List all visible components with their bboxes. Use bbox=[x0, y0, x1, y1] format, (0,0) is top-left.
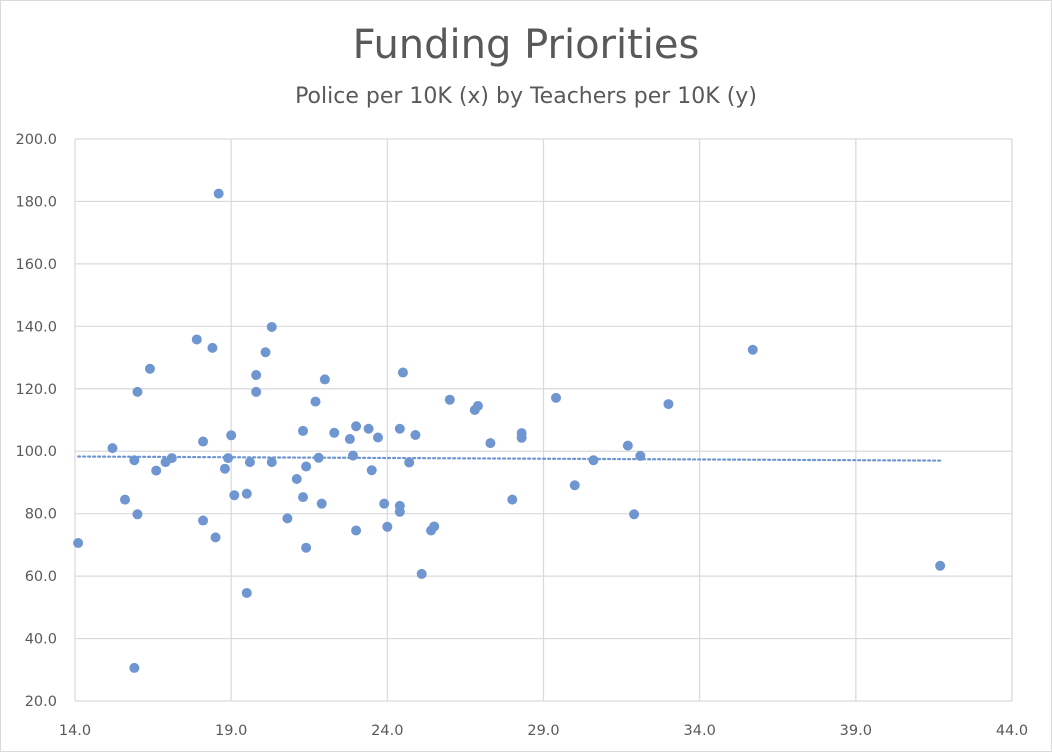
x-tick-label: 19.0 bbox=[215, 723, 247, 739]
chart-title: Funding Priorities bbox=[352, 22, 700, 68]
data-point bbox=[313, 452, 324, 463]
data-point bbox=[622, 440, 633, 451]
data-point bbox=[372, 432, 383, 443]
data-point bbox=[347, 450, 358, 461]
x-axis-tick-labels: 14.0 19.0 24.0 29.0 34.0 39.0 44.0 bbox=[59, 723, 1028, 739]
y-tick-label: 120.0 bbox=[15, 382, 57, 398]
data-point bbox=[266, 457, 277, 468]
data-point bbox=[382, 521, 393, 532]
data-point bbox=[404, 457, 415, 468]
data-point bbox=[747, 344, 758, 355]
x-tick-label: 14.0 bbox=[59, 723, 91, 739]
data-point bbox=[569, 480, 580, 491]
data-point bbox=[291, 474, 302, 485]
y-tick-label: 140.0 bbox=[15, 319, 57, 335]
data-point bbox=[516, 432, 527, 443]
data-point bbox=[363, 423, 374, 434]
x-tick-label: 24.0 bbox=[371, 723, 403, 739]
data-point bbox=[219, 463, 230, 474]
chart-subtitle: Police per 10K (x) by Teachers per 10K (… bbox=[295, 84, 757, 109]
data-point bbox=[410, 429, 421, 440]
data-point bbox=[213, 188, 224, 199]
data-point bbox=[416, 568, 427, 579]
x-tick-label: 29.0 bbox=[527, 723, 559, 739]
data-point bbox=[310, 396, 321, 407]
x-tick-label: 34.0 bbox=[684, 723, 716, 739]
data-point bbox=[351, 421, 362, 432]
data-point bbox=[132, 386, 143, 397]
data-point bbox=[319, 374, 330, 385]
data-point bbox=[550, 392, 561, 403]
data-point bbox=[129, 455, 140, 466]
data-point bbox=[244, 457, 255, 468]
data-point bbox=[635, 450, 646, 461]
data-point bbox=[588, 455, 599, 466]
y-tick-label: 180.0 bbox=[15, 194, 57, 210]
data-point bbox=[301, 461, 312, 472]
trendline bbox=[77, 455, 942, 462]
data-point bbox=[132, 509, 143, 520]
data-point bbox=[107, 443, 118, 454]
data-point bbox=[166, 453, 177, 464]
data-point bbox=[316, 498, 327, 509]
data-point bbox=[298, 425, 309, 436]
data-point bbox=[472, 400, 483, 411]
data-point bbox=[251, 386, 262, 397]
data-point bbox=[366, 465, 377, 476]
data-point bbox=[507, 494, 518, 505]
y-tick-label: 20.0 bbox=[25, 694, 57, 710]
gridlines bbox=[74, 138, 1013, 702]
y-tick-label: 40.0 bbox=[25, 632, 57, 648]
y-tick-label: 160.0 bbox=[15, 257, 57, 273]
data-point bbox=[394, 506, 405, 517]
trendline-line bbox=[77, 455, 942, 462]
data-point bbox=[119, 494, 130, 505]
data-point bbox=[266, 321, 277, 332]
x-tick-label: 44.0 bbox=[996, 723, 1028, 739]
y-axis-tick-labels: 20.0 40.0 60.0 80.0 100.0 120.0 140.0 160.0 180.… bbox=[15, 132, 57, 710]
data-point bbox=[251, 370, 262, 381]
x-tick-label: 39.0 bbox=[840, 723, 872, 739]
data-point bbox=[241, 587, 252, 598]
data-point bbox=[210, 532, 221, 543]
data-point bbox=[223, 453, 234, 464]
y-tick-label: 80.0 bbox=[25, 507, 57, 523]
data-point bbox=[241, 488, 252, 499]
data-point bbox=[198, 515, 209, 526]
data-point bbox=[298, 492, 309, 503]
data-point bbox=[351, 525, 362, 536]
data-points bbox=[73, 188, 946, 673]
data-point bbox=[394, 423, 405, 434]
y-tick-label: 100.0 bbox=[15, 444, 57, 460]
y-tick-label: 200.0 bbox=[15, 132, 57, 148]
data-point bbox=[144, 363, 155, 374]
data-point bbox=[207, 342, 218, 353]
data-point bbox=[129, 662, 140, 673]
data-point bbox=[73, 538, 84, 549]
data-point bbox=[282, 513, 293, 524]
data-point bbox=[379, 498, 390, 509]
data-point bbox=[485, 438, 496, 449]
data-point bbox=[229, 490, 240, 501]
data-point bbox=[151, 465, 162, 476]
data-point bbox=[397, 367, 408, 378]
data-point bbox=[444, 394, 455, 405]
data-point bbox=[429, 521, 440, 532]
data-point bbox=[329, 427, 340, 438]
y-tick-label: 60.0 bbox=[25, 569, 57, 585]
data-point bbox=[198, 436, 209, 447]
data-point bbox=[629, 509, 640, 520]
data-point bbox=[226, 430, 237, 441]
data-point bbox=[260, 347, 271, 358]
data-point bbox=[301, 542, 312, 553]
data-point bbox=[663, 399, 674, 410]
data-point bbox=[344, 434, 355, 445]
data-point bbox=[935, 560, 946, 571]
data-point bbox=[191, 334, 202, 345]
